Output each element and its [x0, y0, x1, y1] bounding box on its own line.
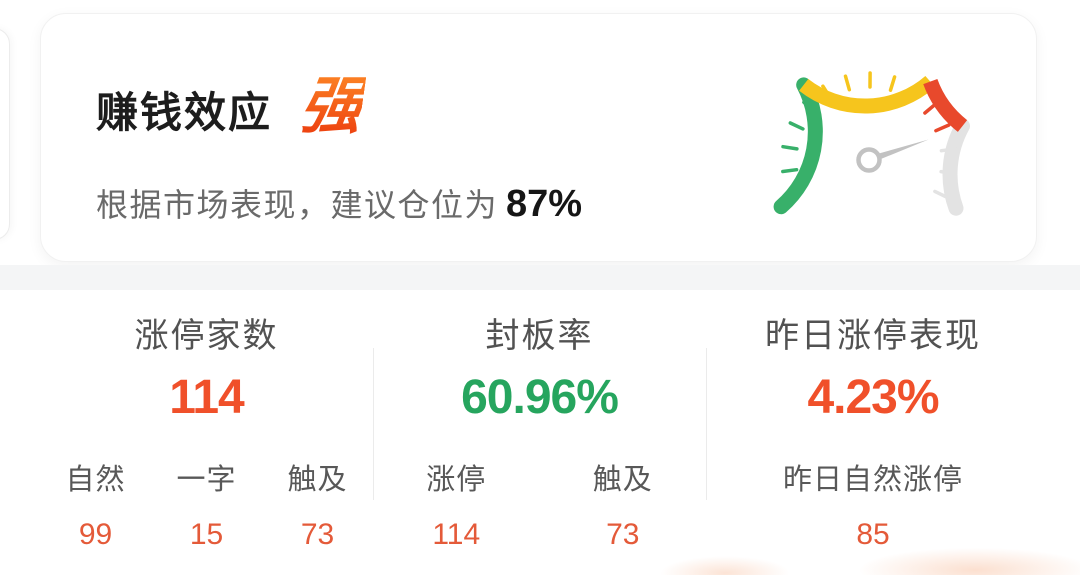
decor-blob	[860, 548, 1080, 575]
column-divider	[706, 348, 707, 500]
substat-natural: 自然 99	[40, 456, 151, 552]
column-divider	[373, 348, 374, 500]
gauge-tick	[802, 100, 817, 114]
adjacent-card-edge	[0, 28, 10, 240]
gauge-tick	[939, 147, 958, 153]
substat-value: 15	[189, 518, 224, 551]
gauge-tick	[843, 74, 852, 92]
substat-touched: 触及 73	[540, 456, 707, 552]
gauge-tick	[781, 167, 799, 174]
substat-touched: 触及 73	[262, 456, 373, 552]
stat-col-seal-rate: 封板率 60.96% 涨停 114 触及 73	[373, 290, 706, 552]
gauge-tick	[923, 102, 938, 115]
sentiment-gauge	[744, 40, 996, 252]
substat-label: 昨日自然涨停	[782, 464, 963, 496]
position-suggestion-text: 根据市场表现，建议仓位为	[96, 187, 499, 223]
stat-value: 60.96%	[461, 371, 619, 424]
stat-value: 4.23%	[807, 371, 939, 424]
substat-label: 涨停	[426, 464, 487, 496]
substat-value: 99	[78, 518, 113, 551]
gauge-tick	[787, 187, 805, 198]
substat-limit-up: 涨停 114	[373, 456, 540, 552]
gauge-segment-red	[923, 78, 968, 132]
position-suggestion: 根据市场表现，建议仓位为 87%	[96, 180, 582, 226]
gauge-tick	[788, 121, 805, 131]
substats-row: 涨停 114 触及 73	[373, 456, 706, 552]
substat-label: 触及	[592, 464, 653, 496]
gauge-tick	[781, 144, 799, 151]
gauge-tick	[939, 169, 957, 176]
substat-one-word: 一字 15	[151, 456, 262, 552]
gauge-tick	[933, 189, 950, 200]
substat-value: 73	[606, 518, 640, 551]
gauge-segment-gray	[942, 118, 970, 216]
position-value: 87%	[506, 183, 583, 225]
gauge-svg	[773, 71, 970, 216]
hero-title: 赚钱效应	[96, 88, 273, 136]
stat-title: 昨日涨停表现	[765, 317, 981, 355]
stat-title: 封板率	[485, 317, 594, 355]
gauge-tick	[821, 84, 833, 100]
gauge-needle	[867, 139, 929, 164]
stat-col-limit-up-count: 涨停家数 114 自然 99 一字 15 触及 73	[40, 290, 373, 552]
substat-label: 触及	[287, 464, 348, 496]
decor-blob	[660, 556, 790, 575]
substat-label: 自然	[65, 464, 126, 496]
limit-up-stats-panel: 涨停家数 114 自然 99 一字 15 触及 73 封板率 60.96%	[40, 290, 1040, 552]
money-making-effect-card[interactable]: 赚钱效应 强 根据市场表现，建议仓位为 87%	[40, 13, 1037, 262]
substat-value: 114	[432, 518, 481, 551]
substat-yesterday-natural: 昨日自然涨停 85	[706, 456, 1040, 552]
substat-value: 73	[300, 518, 335, 551]
stat-title: 涨停家数	[134, 317, 279, 355]
section-gap	[0, 265, 1080, 290]
gauge-tick	[888, 75, 897, 92]
substat-label: 一字	[176, 464, 237, 496]
substats-row: 自然 99 一字 15 触及 73	[40, 456, 373, 552]
substat-value: 85	[856, 518, 890, 551]
stat-col-yesterday-performance: 昨日涨停表现 4.23% 昨日自然涨停 85	[706, 290, 1040, 552]
strength-rating: 强	[295, 72, 367, 141]
substats-row: 昨日自然涨停 85	[706, 456, 1040, 552]
gauge-needle-hub	[856, 147, 882, 173]
stat-value: 114	[169, 371, 244, 424]
gauge-tick	[934, 123, 951, 133]
gauge-tick	[907, 85, 919, 101]
hero-title-row: 赚钱效应 强	[96, 72, 367, 141]
